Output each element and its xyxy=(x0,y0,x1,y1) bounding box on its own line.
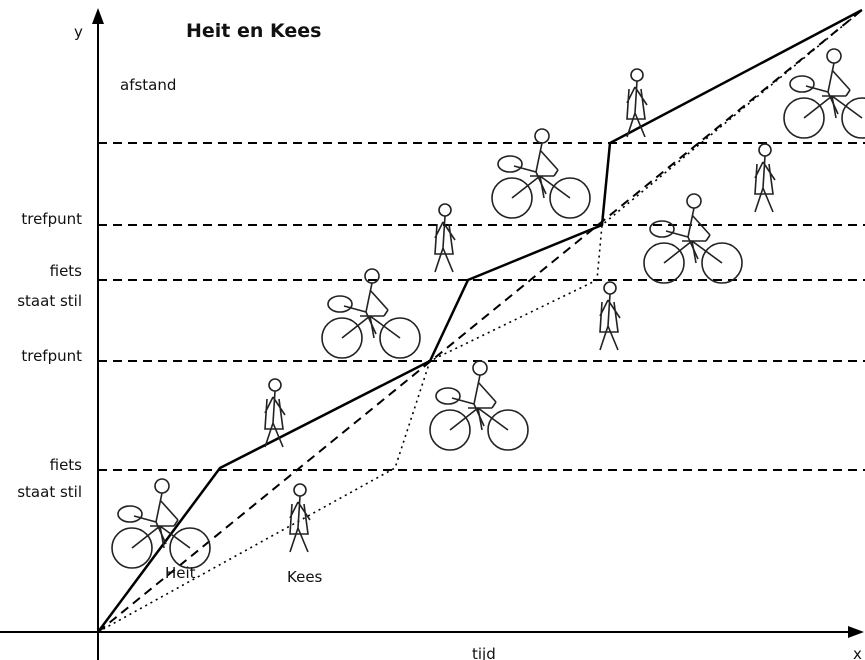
walker-icon xyxy=(627,69,647,137)
walker-icon xyxy=(600,282,620,350)
line-label: Heit xyxy=(165,564,196,582)
side-label: staat stil xyxy=(17,292,82,310)
walker-icon xyxy=(290,484,310,552)
average-line xyxy=(98,10,862,632)
figures xyxy=(112,49,865,568)
y-axis-label: afstand xyxy=(120,76,176,94)
y-axis-letter: y xyxy=(74,23,83,41)
walker-icon xyxy=(755,144,775,212)
x-axis-label: tijd xyxy=(472,645,496,660)
title: Heit en Kees xyxy=(186,20,322,42)
walker-icon xyxy=(435,204,455,272)
x-arrow xyxy=(848,626,864,638)
line-label: Kees xyxy=(287,568,323,586)
cyclist-icon xyxy=(430,361,528,450)
x-axis-letter: x xyxy=(853,645,862,660)
side-label: fiets xyxy=(50,262,83,280)
diagram: Heit en Kees y afstand x tijd fiets staa… xyxy=(0,0,865,660)
cyclist-icon xyxy=(322,269,420,358)
cyclist-icon xyxy=(112,479,210,568)
y-arrow xyxy=(92,8,104,24)
side-label: trefpunt xyxy=(21,347,82,365)
cyclist-icon xyxy=(644,194,742,283)
side-label: staat stil xyxy=(17,483,82,501)
side-label: fiets xyxy=(50,456,83,474)
side-label: trefpunt xyxy=(21,210,82,228)
